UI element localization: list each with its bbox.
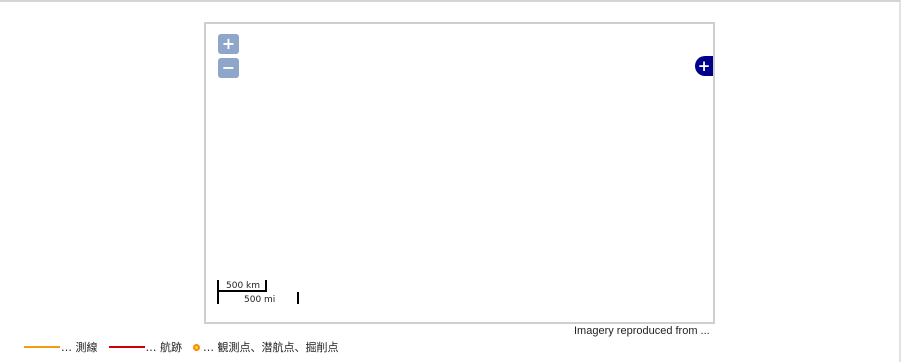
orange-circle-icon (193, 343, 200, 351)
map-viewport[interactable]: + − + 500 km 500 mi (204, 22, 715, 324)
scale-bar-km (217, 280, 267, 292)
legend-label-survey-line: … 測線 (61, 341, 98, 354)
layer-switcher-button[interactable]: + (695, 56, 713, 76)
imagery-attribution: Imagery reproduced from ... (574, 325, 710, 337)
orange-line-icon (24, 346, 60, 348)
scale-bar-mi (217, 292, 299, 304)
legend-label-track: … 航跡 (145, 341, 183, 354)
scale-km-label: 500 km (226, 281, 261, 291)
legend-label-points: … 観測点、潜航点、掘削点 (203, 341, 339, 354)
scale-mi-label: 500 mi (244, 295, 276, 305)
zoom-in-button[interactable]: + (218, 34, 239, 54)
map-legend: … 測線 … 航跡 … 観測点、潜航点、掘削点 (24, 339, 339, 355)
zoom-out-button[interactable]: − (218, 58, 239, 78)
red-line-icon (108, 346, 145, 348)
